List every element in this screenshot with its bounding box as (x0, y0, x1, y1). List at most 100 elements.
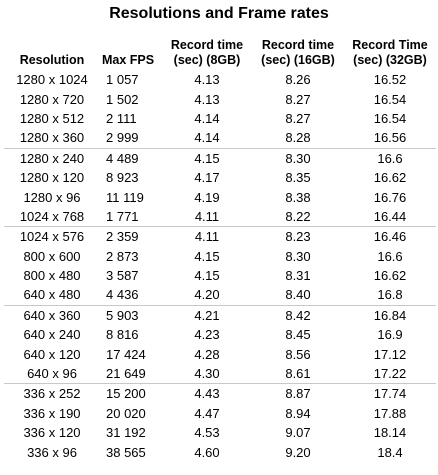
cell-record-8gb: 4.20 (194, 287, 220, 303)
cell-resolution: 1280 x 96 (23, 189, 81, 205)
cell-resolution: 1024 x 768 (19, 208, 85, 224)
cell-max-fps: 8 816 (106, 327, 139, 343)
table-row: 640 x 480 4 436 4.20 8.40 16.8 (4, 285, 436, 305)
cell-record-8gb: 4.53 (194, 425, 220, 441)
cell-max-fps: 31 192 (106, 425, 146, 441)
cell-record-16gb: 8.38 (285, 189, 311, 205)
cell-max-fps: 17 424 (106, 346, 146, 362)
table-row: 1280 x 720 1 502 4.13 8.27 16.54 (4, 89, 436, 108)
cell-record-32gb: 17.12 (373, 346, 407, 362)
cell-record-32gb: 16.76 (373, 189, 407, 205)
cell-record-16gb: 8.22 (285, 208, 311, 224)
cell-record-32gb: 17.22 (373, 366, 407, 382)
cell-record-8gb: 4.15 (162, 147, 252, 168)
cell-record-8gb: 4.47 (194, 405, 220, 421)
cell-resolution: 1024 x 576 (4, 226, 100, 247)
cell-max-fps: 2 999 (106, 130, 139, 146)
cell-resolution: 640 x 96 (27, 366, 77, 382)
table-row: 640 x 120 17 424 4.28 8.56 17.12 (4, 344, 436, 363)
cell-record-16gb: 8.94 (285, 405, 311, 421)
cell-record-32gb: 18.4 (377, 444, 403, 460)
cell-record-32gb: 16.62 (373, 170, 407, 186)
table-row: 800 x 480 3 587 4.15 8.31 16.62 (4, 266, 436, 285)
cell-record-32gb: 16.84 (344, 304, 436, 326)
cell-resolution: 336 x 96 (27, 444, 77, 460)
cell-record-32gb: 16.54 (373, 110, 407, 126)
table-row: 640 x 96 21 649 4.30 8.61 17.22 (4, 364, 436, 384)
cell-record-16gb: 8.87 (252, 383, 344, 404)
table-row: 1280 x 240 4 489 4.15 8.30 16.6 (4, 147, 436, 168)
cell-record-16gb: 8.56 (285, 346, 311, 362)
cell-resolution: 1280 x 360 (19, 130, 85, 146)
cell-max-fps: 38 565 (106, 444, 146, 460)
cell-record-32gb: 17.74 (344, 383, 436, 404)
cell-record-8gb: 4.19 (194, 189, 220, 205)
table-header-row: Resolution Max FPS Record time (sec) (8GB… (4, 36, 436, 70)
cell-max-fps: 4 489 (100, 147, 162, 168)
cell-resolution: 1280 x 240 (4, 147, 100, 168)
cell-record-8gb: 4.13 (194, 91, 220, 107)
cell-max-fps: 8 923 (106, 170, 139, 186)
cell-record-8gb: 4.30 (194, 366, 220, 382)
cell-record-8gb: 4.15 (194, 268, 220, 284)
cell-record-16gb: 8.30 (252, 147, 344, 168)
table-row: 1280 x 96 11 119 4.19 8.38 16.76 (4, 187, 436, 206)
cell-record-8gb: 4.11 (162, 226, 252, 247)
cell-record-16gb: 9.20 (285, 444, 311, 460)
cell-record-8gb: 4.11 (194, 208, 220, 224)
cell-record-32gb: 16.54 (373, 91, 407, 107)
cell-record-8gb: 4.17 (194, 170, 220, 186)
table-row: 1024 x 768 1 771 4.11 8.22 16.44 (4, 207, 436, 227)
header-resolution: Resolution (19, 53, 85, 67)
cell-record-16gb: 8.28 (285, 130, 311, 146)
cell-resolution: 640 x 240 (23, 327, 81, 343)
cell-record-32gb: 16.56 (373, 130, 407, 146)
table-row: 800 x 600 2 873 4.15 8.30 16.6 (4, 247, 436, 266)
cell-resolution: 640 x 360 (4, 304, 100, 326)
cell-record-16gb: 8.27 (285, 110, 311, 126)
cell-record-32gb: 16.8 (377, 287, 403, 303)
cell-record-8gb: 4.23 (194, 327, 220, 343)
table-row: 1024 x 576 2 359 4.11 8.23 16.46 (4, 226, 436, 247)
cell-record-32gb: 16.44 (373, 208, 407, 224)
cell-max-fps: 2 873 (106, 248, 139, 264)
cell-resolution: 640 x 480 (23, 287, 81, 303)
cell-resolution: 800 x 600 (23, 248, 81, 264)
cell-resolution: 1280 x 720 (19, 91, 85, 107)
cell-record-8gb: 4.21 (162, 304, 252, 326)
table-row: 1280 x 360 2 999 4.14 8.28 16.56 (4, 128, 436, 148)
header-max-fps: Max FPS (102, 53, 155, 67)
cell-record-32gb: 16.6 (377, 248, 403, 264)
cell-resolution: 1280 x 120 (19, 170, 85, 186)
cell-record-8gb: 4.13 (194, 72, 220, 88)
table-row: 336 x 190 20 020 4.47 8.94 17.88 (4, 404, 436, 423)
cell-resolution: 336 x 252 (4, 383, 100, 404)
header-record-8gb: Record time (sec) (8GB) (170, 38, 244, 67)
cell-record-16gb: 9.07 (285, 425, 311, 441)
cell-record-16gb: 8.23 (252, 226, 344, 247)
table-row: 1280 x 512 2 111 4.14 8.27 16.54 (4, 109, 436, 128)
cell-record-32gb: 17.88 (373, 405, 407, 421)
table-row: 336 x 96 38 565 4.60 9.20 18.4 (4, 442, 436, 461)
cell-record-32gb: 16.62 (373, 268, 407, 284)
cell-record-8gb: 4.15 (194, 248, 220, 264)
cell-resolution: 1280 x 512 (19, 110, 85, 126)
cell-max-fps: 1 502 (106, 91, 139, 107)
table-row: 336 x 252 15 200 4.43 8.87 17.74 (4, 383, 436, 404)
page-title: Resolutions and Frame rates (109, 5, 329, 22)
cell-max-fps: 2 111 (106, 110, 137, 126)
cell-record-32gb: 18.14 (373, 425, 407, 441)
cell-record-8gb: 4.28 (194, 346, 220, 362)
cell-record-16gb: 8.40 (285, 287, 311, 303)
cell-max-fps: 15 200 (100, 383, 162, 404)
cell-resolution: 640 x 120 (23, 346, 81, 362)
cell-resolution: 336 x 190 (23, 405, 81, 421)
cell-record-16gb: 8.45 (285, 327, 311, 343)
cell-resolution: 800 x 480 (23, 268, 81, 284)
cell-record-16gb: 8.30 (285, 248, 311, 264)
header-record-32gb: Record Time (sec) (32GB) (352, 38, 428, 67)
cell-record-32gb: 16.46 (344, 226, 436, 247)
cell-record-16gb: 8.42 (252, 304, 344, 326)
cell-record-32gb: 16.6 (344, 147, 436, 168)
